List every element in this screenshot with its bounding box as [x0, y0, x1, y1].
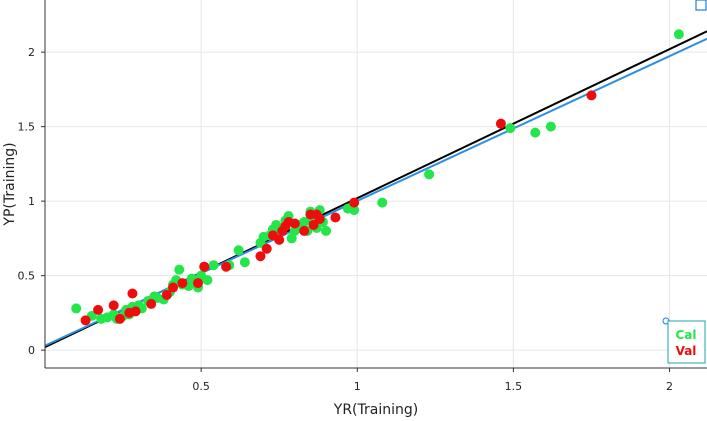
legend-box [667, 320, 706, 364]
data-point-val [289, 218, 300, 229]
data-point-cal [545, 121, 556, 132]
data-point-val [130, 306, 141, 317]
legend[interactable]: Cal Val [662, 317, 706, 364]
axes [44, 0, 707, 369]
data-point-cal [233, 245, 244, 256]
data-point-cal [377, 197, 388, 208]
data-point-val [586, 90, 597, 101]
y-tick-label: 2 [28, 46, 35, 59]
y-tick-label: 1.5 [18, 121, 36, 134]
data-point-cal [505, 123, 516, 134]
data-point-val [349, 197, 360, 208]
y-tick-label: 0 [28, 344, 35, 357]
data-point-val [314, 214, 325, 225]
data-point-val [127, 288, 138, 299]
data-point-cal [299, 216, 310, 227]
data-points [71, 29, 684, 326]
data-point-cal [202, 275, 213, 286]
grid [45, 0, 707, 368]
legend-entry-cal: Cal [675, 328, 696, 342]
x-tick-label: 1 [354, 380, 361, 393]
data-point-val [177, 278, 188, 289]
x-axis-title: YR(Training) [333, 402, 418, 418]
y-axis-title: YP(Training) [2, 142, 18, 226]
data-point-cal [208, 260, 219, 271]
data-point-cal [349, 205, 360, 216]
x-tick-label: 2 [666, 380, 673, 393]
data-point-val [274, 234, 285, 245]
data-point-val [168, 282, 179, 293]
data-point-cal [424, 169, 435, 180]
data-point-val [108, 300, 119, 311]
data-point-cal [321, 225, 332, 236]
data-point-val [93, 304, 104, 315]
data-point-cal [530, 127, 541, 138]
data-point-val [261, 243, 272, 254]
data-point-cal [174, 264, 185, 275]
data-point-val [330, 212, 341, 223]
data-point-cal [71, 303, 82, 314]
data-point-val [199, 261, 210, 272]
data-point-val [308, 219, 319, 230]
data-point-val [299, 225, 310, 236]
x-tick-label: 1.5 [505, 380, 523, 393]
data-point-cal [673, 29, 684, 40]
data-point-cal [239, 257, 250, 268]
x-tick-label: 0.5 [192, 380, 210, 393]
data-point-val [221, 261, 232, 272]
data-point-val [193, 278, 204, 289]
y-tick-label: 1 [28, 195, 35, 208]
data-point-val [495, 118, 506, 129]
maximize-icon[interactable] [695, 0, 707, 11]
legend-entry-val: Val [676, 344, 697, 358]
y-tick-label: 0.5 [18, 270, 36, 283]
data-point-val [146, 298, 157, 309]
tick-labels: 0.5 1 1.5 2 0 0.5 1 1.5 2 [18, 46, 674, 393]
data-point-val [80, 315, 91, 326]
data-point-val [114, 313, 125, 324]
data-point-val [255, 251, 266, 262]
data-point-val [161, 289, 172, 300]
